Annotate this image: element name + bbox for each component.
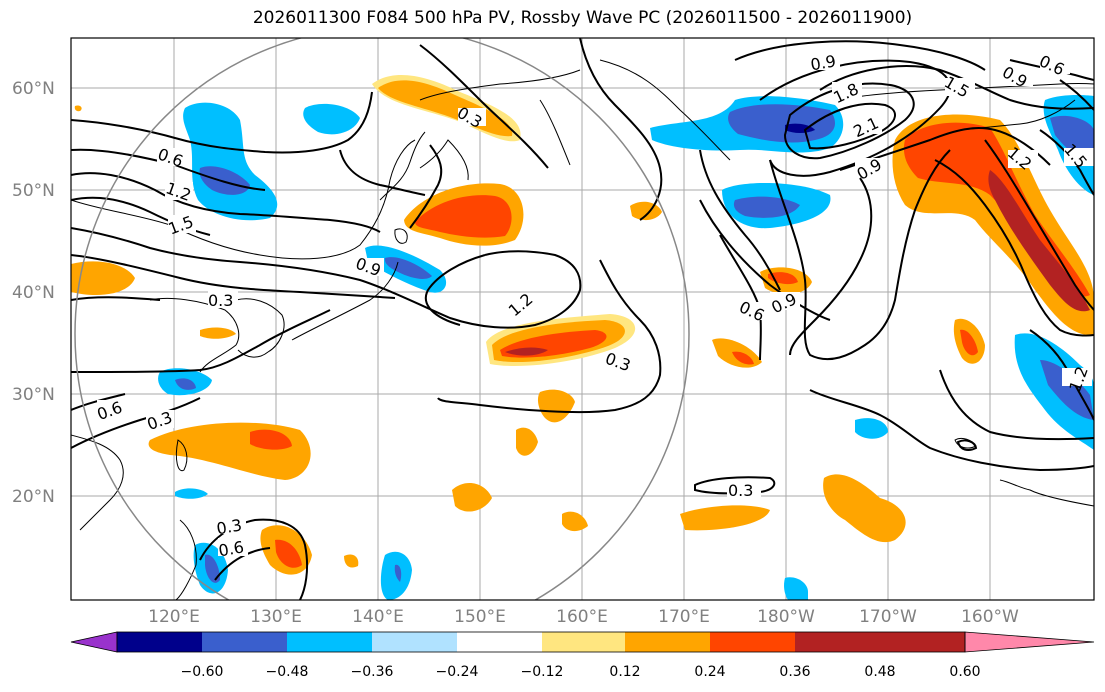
negative-anomaly-patches	[158, 95, 1094, 600]
colorbar-tick: 0.12	[609, 664, 640, 680]
colorbar-segment	[880, 632, 965, 652]
lon-label: 160°E	[556, 607, 608, 627]
lon-label: 160°W	[961, 607, 1019, 627]
colorbar-segment	[287, 632, 372, 652]
colorbar: −0.60 −0.48 −0.36 −0.24 −0.12 0.12 0.24 …	[70, 631, 1095, 680]
colorbar-tick: −0.48	[266, 664, 309, 680]
plot-frame	[70, 37, 1095, 601]
map-title: 2026011300 F084 500 hPa PV, Rossby Wave …	[252, 8, 913, 28]
lat-label: 50°N	[12, 181, 55, 201]
lon-label: 150°E	[454, 607, 506, 627]
contour-label: 0.3	[208, 291, 233, 310]
lon-label: 130°E	[250, 607, 302, 627]
colorbar-tick: 0.36	[779, 664, 810, 680]
latitude-labels: 60°N 50°N 40°N 30°N 20°N	[12, 79, 55, 507]
contour-label: 0.3	[215, 515, 243, 538]
colorbar-tick: 0.60	[949, 664, 980, 680]
colorbar-tick: 0.48	[864, 664, 895, 680]
colorbar-extend-left	[70, 631, 118, 653]
colorbar-tick: 0.24	[694, 664, 725, 680]
colorbar-segment	[202, 632, 287, 652]
colorbar-segment	[117, 632, 202, 652]
range-circle	[74, 38, 690, 600]
colorbar-tick: −0.24	[436, 664, 479, 680]
colorbar-segment	[795, 632, 880, 652]
colorbar-segment	[625, 632, 710, 652]
lon-label: 120°E	[148, 607, 200, 627]
contour-labels: 0.6 1.2 1.5 0.3 0.9 0.3 0.6 0.3 1.2 0.3 …	[94, 51, 1094, 560]
lat-label: 20°N	[12, 487, 55, 507]
colorbar-segment	[542, 632, 625, 652]
colorbar-tick: −0.60	[181, 664, 224, 680]
longitude-labels: 120°E 130°E 140°E 150°E 160°E 170°E 180°…	[148, 607, 1019, 627]
lat-label: 30°N	[12, 385, 55, 405]
colorbar-segment	[710, 632, 795, 652]
lat-label: 60°N	[12, 79, 55, 99]
colorbar-tick: −0.36	[351, 664, 394, 680]
colorbar-segment	[457, 632, 542, 652]
colorbar-segment	[372, 632, 457, 652]
lon-label: 140°E	[352, 607, 404, 627]
lon-label: 170°E	[658, 607, 710, 627]
contour-label: 0.9	[809, 51, 837, 74]
contour-label: 0.3	[728, 481, 753, 500]
lat-label: 40°N	[12, 283, 55, 303]
colorbar-tick: −0.12	[521, 664, 564, 680]
lon-label: 180°W	[757, 607, 815, 627]
contour-label: 0.6	[217, 537, 245, 560]
colorbar-extend-right	[964, 631, 1095, 653]
lon-label: 170°W	[859, 607, 917, 627]
